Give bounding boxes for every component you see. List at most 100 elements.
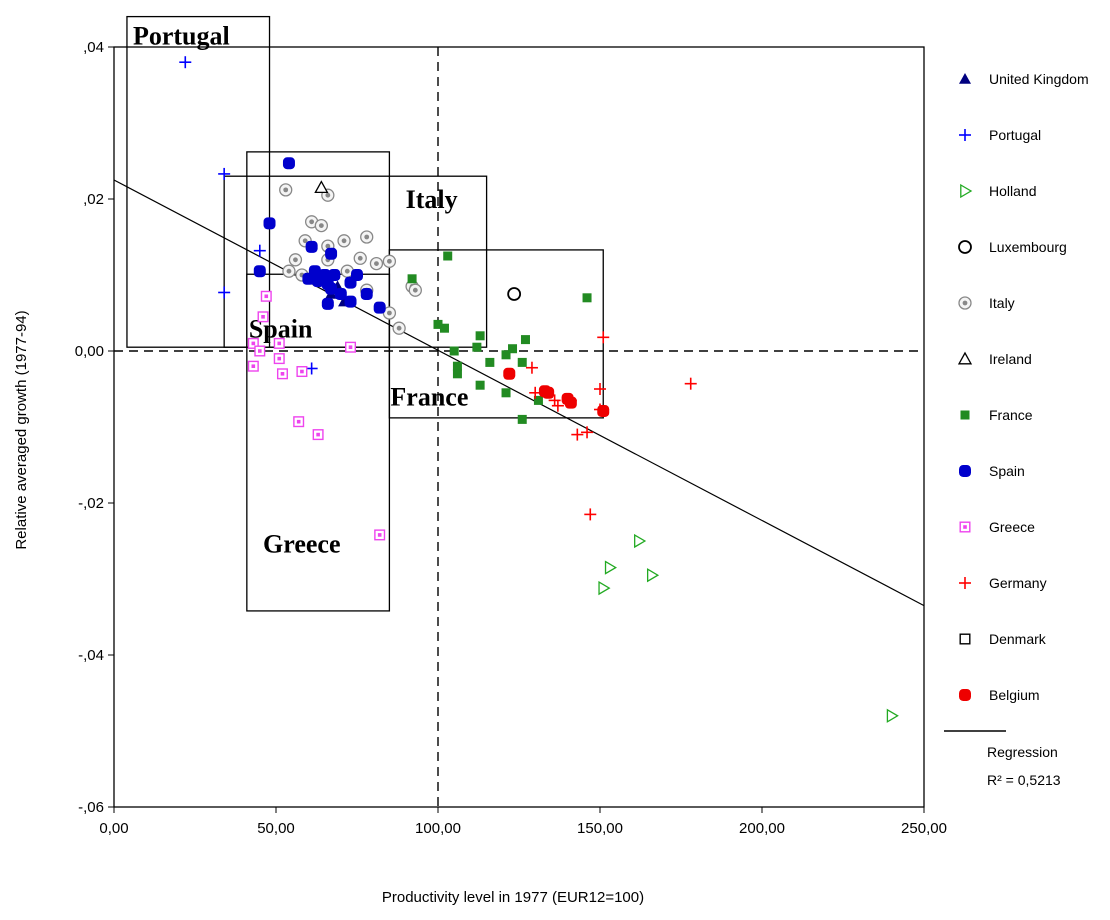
x-tick-label: 200,00 (739, 820, 785, 837)
data-point-france (501, 388, 511, 398)
data-point-holland (604, 560, 618, 575)
legend-item-denmark: Denmark (959, 631, 1047, 647)
data-point-greece (345, 341, 357, 353)
legend-item-greece: Greece (959, 519, 1035, 535)
data-point-holland (886, 708, 899, 723)
legend-label: Germany (989, 575, 1047, 591)
data-point-belgium (597, 405, 610, 418)
data-point-spain (263, 217, 276, 230)
data-point-belgium (503, 367, 516, 380)
data-point-portugal (218, 167, 231, 180)
data-point-spain (344, 276, 357, 289)
region-label-france: France (390, 383, 468, 412)
regression-line (113, 179, 925, 607)
legend-marker-germany (959, 577, 971, 589)
data-point-greece (296, 366, 308, 378)
data-point-portugal (305, 362, 318, 375)
data-point-germany (525, 361, 538, 374)
data-point-germany (684, 377, 697, 390)
x-tick-label: 250,00 (901, 820, 947, 837)
data-point-germany (597, 331, 610, 344)
legend-item-regression: Regression R² = 0,5213 (944, 730, 1061, 788)
data-point-belgium (542, 386, 555, 399)
data-point-italy (392, 321, 406, 335)
data-point-greece (293, 416, 305, 428)
data-point-spain (334, 288, 347, 300)
legend-label: Denmark (989, 631, 1047, 647)
plot-area (113, 46, 925, 808)
legend-marker-ireland (957, 351, 973, 365)
series-greece (247, 290, 386, 541)
legend-marker-denmark (959, 633, 971, 645)
region-box-portugal (126, 15, 271, 348)
data-point-italy (314, 218, 329, 233)
data-point-spain (321, 297, 334, 310)
series-holland (598, 533, 899, 723)
r-squared-label: R² = 0,5213 (987, 772, 1061, 788)
data-points (179, 56, 899, 723)
data-point-portugal (253, 244, 266, 257)
y-tick-label: 0,00 (75, 343, 104, 360)
data-point-france (407, 274, 417, 284)
data-point-italy (353, 251, 367, 265)
data-point-ireland (314, 180, 329, 194)
series-france (407, 251, 592, 424)
regression-line-group (113, 179, 925, 607)
data-point-france (475, 331, 485, 341)
data-point-greece (247, 337, 259, 349)
data-point-greece (257, 311, 269, 323)
legend-marker-luxembourg (958, 240, 972, 254)
x-tick-label: 150,00 (577, 820, 623, 837)
x-tick-label: 50,00 (257, 820, 295, 837)
data-point-greece (312, 429, 324, 441)
data-point-italy (408, 283, 422, 297)
legend-marker-portugal (959, 129, 971, 141)
data-point-greece (276, 368, 288, 380)
legend-marker-greece (959, 521, 971, 533)
data-point-germany (594, 383, 606, 395)
region-label-italy: Italy (406, 185, 458, 214)
data-point-france (449, 346, 459, 356)
legend-label: Belgium (989, 687, 1040, 703)
data-point-spain (325, 282, 338, 295)
data-point-italy (288, 253, 303, 267)
data-point-france (520, 335, 530, 345)
data-point-france (472, 342, 482, 352)
data-point-holland (634, 533, 647, 549)
data-point-italy (369, 256, 384, 271)
legend-item-france: France (960, 407, 1033, 423)
legend-item-spain: Spain (959, 463, 1025, 479)
legend-label: Regression (987, 744, 1058, 760)
data-point-germany (571, 428, 584, 441)
data-point-greece (374, 529, 386, 541)
data-point-spain (282, 157, 295, 170)
data-point-portugal (218, 286, 231, 299)
data-point-france (517, 357, 527, 367)
x-axis-label: Productivity level in 1977 (EUR12=100) (382, 889, 644, 906)
data-point-germany (551, 399, 564, 412)
data-point-italy (360, 230, 374, 244)
series-ireland (314, 180, 329, 194)
data-point-italy (279, 183, 293, 197)
series-portugal (179, 56, 318, 375)
x-tick-label: 0,00 (99, 820, 128, 837)
x-tick-label: 100,00 (415, 820, 461, 837)
legend-item-holland: Holland (960, 183, 1036, 199)
data-point-france (508, 344, 518, 354)
y-tick-label: -,02 (78, 495, 104, 512)
series-luxembourg (507, 287, 522, 301)
data-point-spain (253, 265, 266, 278)
legend-item-germany: Germany (959, 575, 1047, 591)
y-tick-label: -,04 (78, 647, 104, 664)
x-axis-ticks: 0,00 50,00 100,00 150,00 200,00 250,00 (99, 807, 947, 837)
series-spain (253, 157, 386, 314)
data-point-france (443, 251, 453, 261)
legend-item-luxembourg: Luxembourg (958, 239, 1067, 255)
legend-item-united-kingdom: United Kingdom (959, 71, 1089, 87)
data-point-italy (282, 264, 296, 278)
data-point-greece (254, 345, 266, 357)
data-point-belgium (564, 396, 577, 409)
data-point-italy (337, 234, 351, 248)
y-tick-label: ,04 (83, 39, 104, 56)
